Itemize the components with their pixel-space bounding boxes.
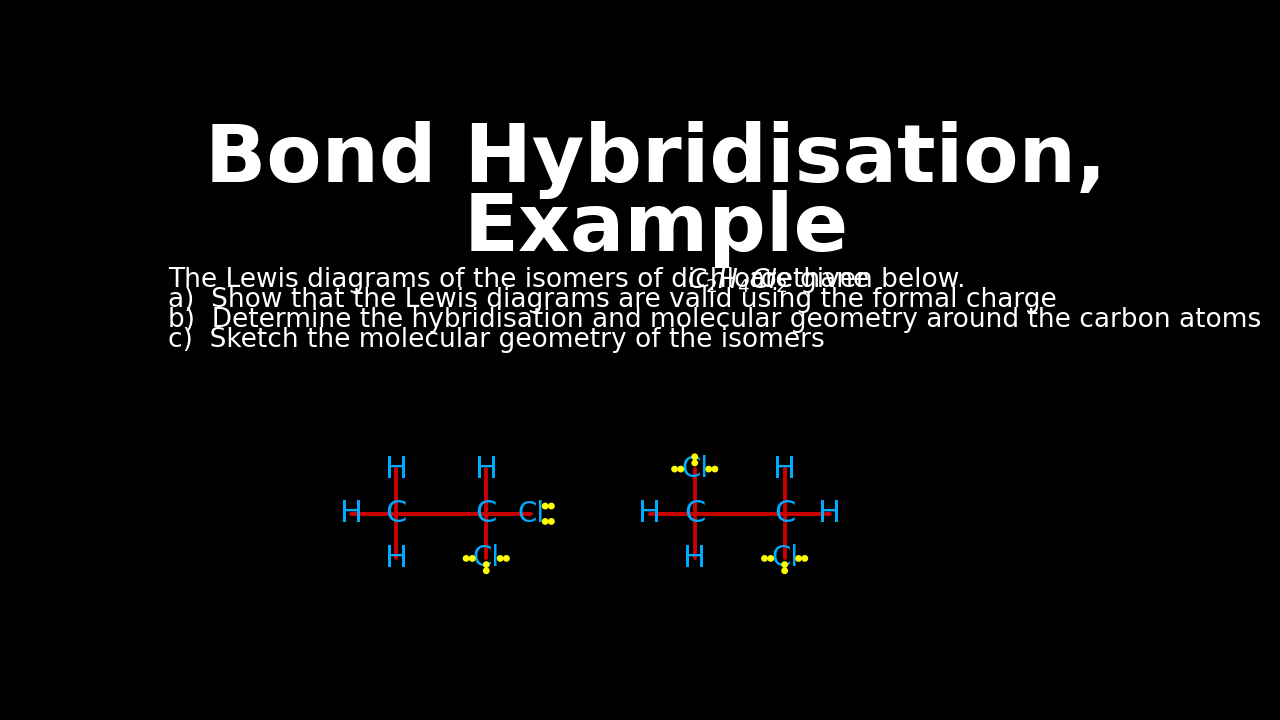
- Text: H: H: [639, 499, 662, 528]
- Text: H: H: [773, 454, 796, 484]
- Circle shape: [762, 556, 767, 561]
- Circle shape: [678, 467, 684, 472]
- Circle shape: [692, 460, 698, 466]
- Text: Cl: Cl: [771, 544, 799, 572]
- Circle shape: [712, 467, 718, 472]
- Circle shape: [463, 556, 468, 561]
- Circle shape: [692, 454, 698, 459]
- Text: H: H: [818, 499, 841, 528]
- Circle shape: [543, 518, 548, 524]
- Circle shape: [484, 568, 489, 573]
- Circle shape: [782, 562, 787, 567]
- Text: $\mathit{C_2H_4Cl_2}$: $\mathit{C_2H_4Cl_2}$: [687, 266, 788, 294]
- Circle shape: [549, 503, 554, 509]
- Text: C: C: [476, 499, 497, 528]
- Text: C: C: [684, 499, 705, 528]
- Circle shape: [498, 556, 503, 561]
- Text: The Lewis diagrams of the isomers of dichloroethane: The Lewis diagrams of the isomers of dic…: [168, 267, 869, 294]
- Text: C: C: [385, 499, 407, 528]
- Circle shape: [796, 556, 801, 561]
- Text: Bond Hybridisation,: Bond Hybridisation,: [205, 120, 1107, 199]
- Text: Cl: Cl: [517, 500, 545, 528]
- Text: H: H: [475, 454, 498, 484]
- Circle shape: [504, 556, 509, 561]
- Circle shape: [707, 467, 712, 472]
- Text: c)  Sketch the molecular geometry of the isomers: c) Sketch the molecular geometry of the …: [168, 328, 824, 354]
- Text: Example: Example: [463, 190, 849, 268]
- Circle shape: [782, 568, 787, 573]
- Text: Cl: Cl: [681, 455, 708, 483]
- Text: are given below.: are given below.: [749, 267, 965, 294]
- Circle shape: [470, 556, 475, 561]
- Text: C: C: [774, 499, 795, 528]
- Text: H: H: [684, 544, 707, 573]
- Circle shape: [484, 562, 489, 567]
- Circle shape: [549, 518, 554, 524]
- Text: Cl: Cl: [472, 544, 499, 572]
- Circle shape: [672, 467, 677, 472]
- Circle shape: [543, 503, 548, 509]
- Text: a)  Show that the Lewis diagrams are valid using the formal charge: a) Show that the Lewis diagrams are vali…: [168, 287, 1056, 313]
- Text: H: H: [385, 454, 408, 484]
- Text: H: H: [385, 544, 408, 573]
- Text: H: H: [340, 499, 364, 528]
- Circle shape: [768, 556, 773, 561]
- Circle shape: [803, 556, 808, 561]
- Text: b)  Determine the hybridisation and molecular geometry around the carbon atoms: b) Determine the hybridisation and molec…: [168, 307, 1261, 333]
